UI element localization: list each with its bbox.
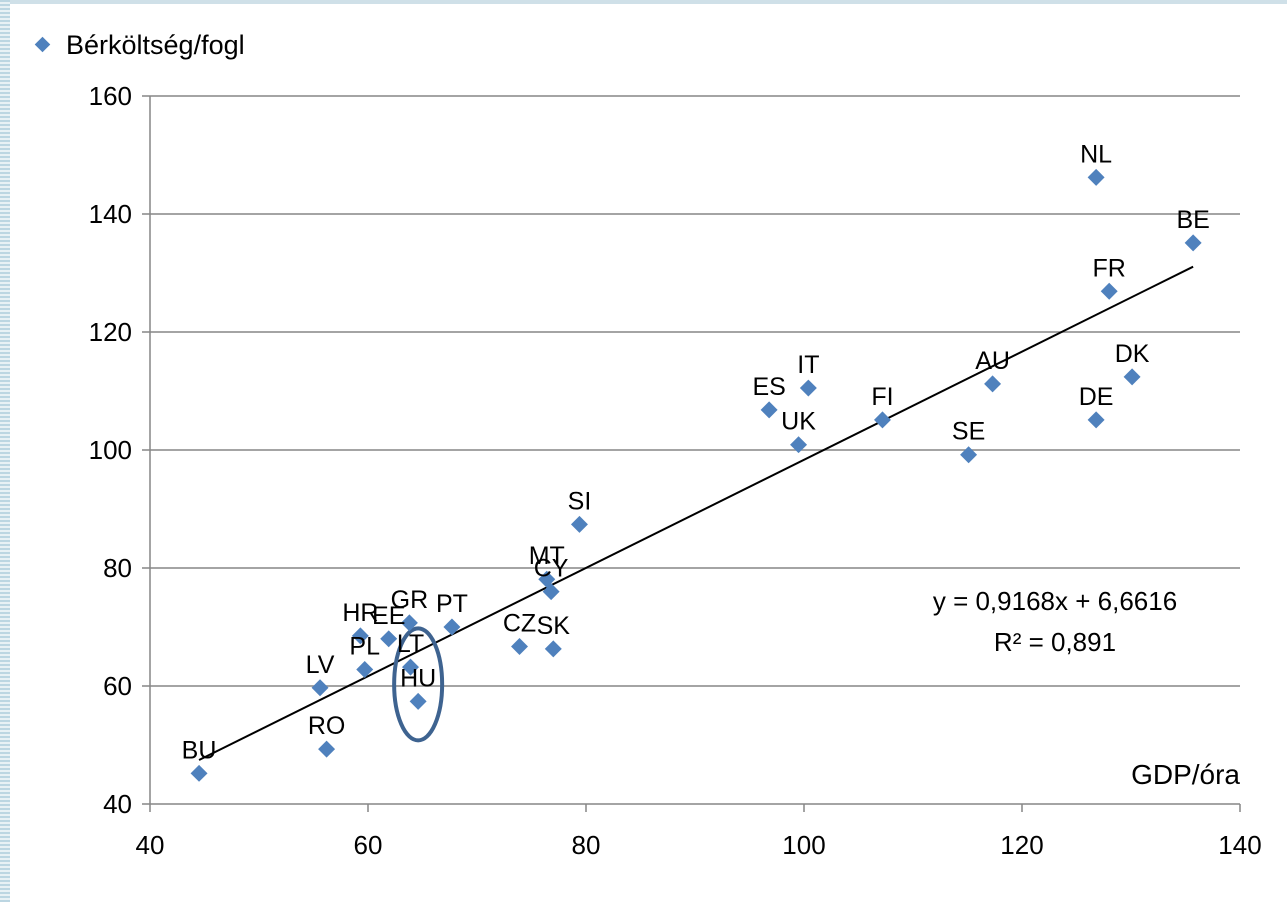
point-label-lt: LT xyxy=(397,630,424,658)
y-tick-label: 100 xyxy=(89,435,132,465)
point-label-de: DE xyxy=(1079,383,1114,411)
data-point-bu xyxy=(190,764,208,782)
data-point-de xyxy=(1087,411,1105,429)
data-point-se xyxy=(960,446,978,464)
x-tick-label: 120 xyxy=(1000,830,1043,860)
y-tick-label: 80 xyxy=(103,553,132,583)
legend: Bérköltség/fogl xyxy=(34,30,245,60)
data-point-lt xyxy=(402,658,419,676)
point-label-cy: CY xyxy=(534,555,569,583)
y-tick-label: 40 xyxy=(103,789,132,819)
data-point-pl xyxy=(356,660,374,678)
y-tick-label: 140 xyxy=(89,199,132,229)
data-point-cz xyxy=(511,637,528,655)
point-label-au: AU xyxy=(975,347,1010,375)
point-label-si: SI xyxy=(568,487,592,515)
data-point-dk xyxy=(1123,368,1141,386)
point-label-es: ES xyxy=(752,373,785,401)
point-label-ro: RO xyxy=(308,712,346,740)
point-label-nl: NL xyxy=(1080,140,1112,168)
data-point-it xyxy=(799,379,817,397)
point-label-fi: FI xyxy=(871,383,893,411)
data-point-hu xyxy=(409,692,427,710)
point-label-sk: SK xyxy=(537,612,571,640)
data-point-hr xyxy=(351,627,369,645)
legend-label: Bérköltség/fogl xyxy=(66,30,245,60)
point-label-fr: FR xyxy=(1093,254,1126,282)
data-point-pt xyxy=(443,618,461,636)
point-label-hu: HU xyxy=(400,664,436,692)
point-label-be: BE xyxy=(1176,206,1209,234)
point-label-hr: HR xyxy=(342,599,378,627)
data-point-au xyxy=(984,375,1002,393)
data-point-sk xyxy=(544,640,562,658)
gridlines xyxy=(150,95,1240,687)
point-label-ee: EE xyxy=(372,602,405,630)
y-tick-labels: 40 60 80 100 120 140 160 xyxy=(89,81,132,819)
x-tick-label: 60 xyxy=(354,830,383,860)
axes xyxy=(142,95,1241,812)
data-point-mt xyxy=(538,570,556,588)
point-label-lv: LV xyxy=(306,651,335,679)
highlight-ellipse xyxy=(392,626,445,743)
point-label-mt: MT xyxy=(529,542,565,570)
point-label-it: IT xyxy=(797,351,819,379)
x-tick-label: 100 xyxy=(782,830,825,860)
point-label-cz: CZ xyxy=(503,609,536,637)
x-tick-label: 80 xyxy=(572,830,601,860)
x-axis-title: GDP/óra xyxy=(1131,759,1240,790)
point-label-pt: PT xyxy=(436,590,468,618)
legend-marker-icon xyxy=(34,36,51,53)
data-point-ro xyxy=(318,740,336,758)
data-point-uk xyxy=(790,436,808,454)
x-tick-label: 40 xyxy=(136,830,165,860)
data-point-fi xyxy=(873,411,891,429)
y-tick-label: 60 xyxy=(103,671,132,701)
point-label-pl: PL xyxy=(349,632,380,660)
data-point-ee xyxy=(380,630,398,648)
y-tick-label: 160 xyxy=(89,81,132,111)
point-label-dk: DK xyxy=(1115,340,1150,368)
point-label-se: SE xyxy=(952,418,985,446)
trendline-equation: y = 0,9168x + 6,6616 xyxy=(933,586,1177,616)
x-tick-label: 140 xyxy=(1218,830,1261,860)
x-tick-labels: 40 60 80 100 120 140 xyxy=(136,830,1262,860)
data-point-lv xyxy=(311,679,329,697)
data-point-fr xyxy=(1100,282,1118,300)
r-squared-label: R² = 0,891 xyxy=(994,627,1116,657)
data-point-nl xyxy=(1087,168,1105,186)
data-point-si xyxy=(570,515,588,533)
point-label-gr: GR xyxy=(391,586,429,614)
data-point-es xyxy=(760,401,778,419)
point-label-uk: UK xyxy=(781,408,816,436)
data-point-gr xyxy=(400,614,418,632)
data-point-be xyxy=(1184,234,1202,252)
y-tick-label: 120 xyxy=(89,317,132,347)
point-label-bu: BU xyxy=(182,736,217,764)
